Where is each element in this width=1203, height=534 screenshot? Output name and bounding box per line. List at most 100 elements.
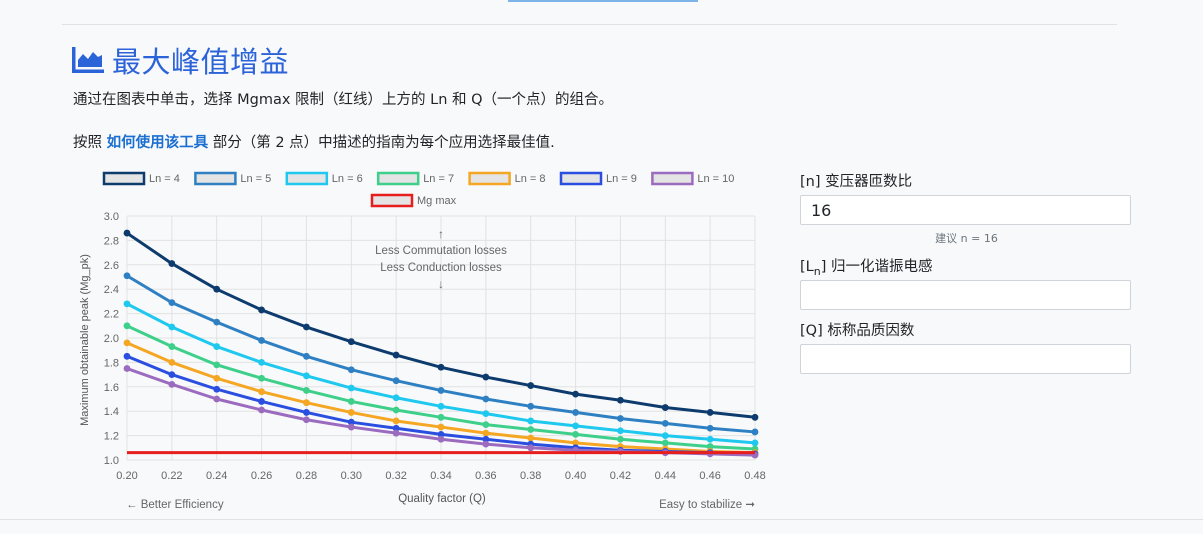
annotation-commutation: Less Commutation losses — [375, 245, 507, 257]
x-tick-label: 0.20 — [116, 470, 137, 482]
data-point — [123, 272, 131, 280]
data-point — [617, 427, 624, 435]
data-point — [213, 318, 221, 326]
annotation-better-efficiency: ← Better Efficiency — [126, 499, 224, 511]
legend-label: Ln = 10 — [697, 173, 734, 185]
y-tick-label: 2.4 — [104, 284, 119, 296]
legend-item: Mg max — [370, 193, 457, 208]
data-point — [213, 374, 221, 382]
ln-input[interactable] — [800, 280, 1131, 310]
x-tick-label: 0.42 — [610, 470, 631, 482]
legend-swatch — [194, 171, 237, 186]
data-point — [303, 409, 310, 416]
data-point — [527, 417, 535, 425]
y-tick-label: 2.2 — [104, 309, 119, 321]
legend-swatch — [376, 171, 420, 186]
x-tick-label: 0.24 — [206, 470, 227, 482]
series-ln-5 — [123, 272, 759, 436]
annotation-conduction: Less Conduction losses — [380, 262, 502, 274]
data-point — [258, 374, 265, 382]
series-ln-4 — [123, 229, 759, 421]
data-point — [168, 371, 176, 378]
guide-suffix: 部分（第 2 点）中描述的指南为每个应用选择最佳值. — [208, 135, 555, 151]
data-point — [706, 435, 714, 443]
data-point — [527, 434, 535, 442]
x-tick-label: 0.44 — [655, 470, 676, 482]
data-point — [437, 363, 445, 371]
legend-swatch — [468, 171, 511, 186]
data-point — [123, 352, 131, 360]
guide-text: 按照 如何使用该工具 部分（第 2 点）中描述的指南为每个应用选择最佳值. — [73, 131, 555, 152]
legend-label: Mg max — [417, 195, 457, 207]
top-accent-bar — [508, 0, 698, 2]
data-point — [258, 388, 265, 396]
data-point — [437, 435, 445, 443]
data-point — [482, 395, 490, 403]
data-point — [617, 415, 624, 422]
how-to-use-link[interactable]: 如何使用该工具 — [106, 135, 209, 151]
legend-item: Ln = 10 — [651, 171, 734, 186]
data-point — [437, 430, 445, 438]
data-point — [168, 343, 176, 350]
chart-legend: Ln = 4 Ln = 5 Ln = 6 Ln = 7 Ln = 8 Ln = 9 Ln =… — [102, 171, 734, 208]
max-gain-chart[interactable]: 1.0 1.2 1.4 1.6 1.8 2.0 2.2 2.4 2.6 2.8 3.0 0.20 0.2… — [76, 164, 776, 520]
x-tick-label: 0.38 — [520, 470, 541, 482]
data-point — [258, 359, 265, 366]
data-point — [751, 413, 759, 421]
legend-item: Ln = 7 — [376, 171, 454, 186]
data-point — [572, 409, 579, 416]
data-point — [527, 444, 535, 452]
legend-item: Ln = 9 — [559, 171, 637, 186]
data-point — [572, 422, 579, 430]
data-point — [437, 402, 445, 410]
turns-ratio-input[interactable] — [800, 195, 1131, 225]
legend-label: Ln = 5 — [240, 173, 271, 185]
legend-item: Ln = 4 — [102, 171, 180, 186]
area-chart-icon — [72, 47, 104, 73]
data-point — [706, 424, 714, 432]
legend-label: Ln = 8 — [515, 173, 546, 185]
x-axis-title: Quality factor (Q) — [398, 493, 486, 505]
data-point — [572, 390, 579, 398]
data-point — [661, 420, 669, 427]
data-point — [123, 229, 131, 237]
instruction-text: 通过在图表中单击，选择 Mgmax 限制（红线）上方的 Ln 和 Q（一个点）的… — [73, 92, 614, 108]
y-tick-label: 2.6 — [104, 260, 119, 272]
ln-label-sub: n — [813, 264, 821, 278]
y-tick-label: 1.8 — [104, 357, 119, 369]
data-point — [617, 435, 624, 443]
data-point — [213, 361, 221, 369]
x-tick-label: 0.34 — [430, 470, 451, 482]
data-point — [392, 377, 400, 385]
x-tick-label: 0.32 — [385, 470, 406, 482]
data-point — [482, 429, 490, 437]
ln-label-prefix: [L — [800, 259, 814, 275]
ln-label: [Ln] 归一化谐振电感 — [800, 255, 933, 278]
data-point — [572, 439, 579, 447]
q-input[interactable] — [800, 344, 1131, 374]
y-tick-label: 1.4 — [104, 406, 119, 418]
series-ln-7 — [123, 322, 759, 453]
data-point — [168, 323, 176, 331]
data-point — [706, 443, 714, 450]
data-point — [661, 404, 669, 411]
data-point — [168, 359, 176, 366]
x-tick-label: 0.40 — [565, 470, 586, 482]
data-point — [258, 306, 265, 314]
y-tick-label: 1.6 — [104, 382, 119, 394]
data-point — [392, 429, 400, 437]
data-point — [482, 435, 490, 443]
data-point — [661, 439, 669, 447]
data-point — [527, 426, 535, 433]
section-heading: 最大峰值增益 — [72, 40, 289, 80]
data-point — [347, 418, 355, 426]
legend-label: Ln = 4 — [149, 173, 180, 185]
page-title: 最大峰值增益 — [112, 45, 290, 79]
x-tick-label: 0.26 — [251, 470, 272, 482]
data-point — [258, 398, 265, 405]
series-ln-6 — [123, 300, 759, 447]
data-point — [347, 366, 355, 374]
data-point — [437, 387, 445, 394]
data-point — [123, 300, 131, 308]
n-suggestion: 建议 n = 16 — [935, 232, 998, 245]
